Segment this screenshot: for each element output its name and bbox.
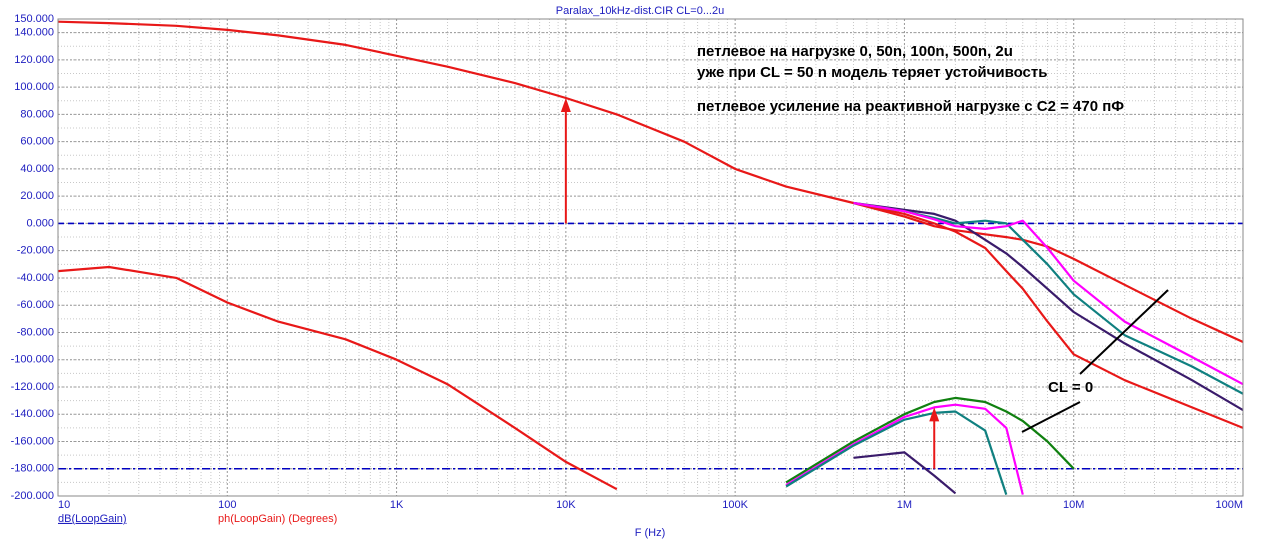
y-tick-label: -120.000 xyxy=(11,381,54,393)
series-line xyxy=(853,201,1243,412)
y-tick-label: -180.000 xyxy=(11,463,54,475)
y-tick-label: 120.000 xyxy=(14,54,54,66)
y-tick-label: 60.000 xyxy=(20,136,54,148)
y-tick-label: 40.000 xyxy=(20,163,54,175)
x-tick-label: 1M xyxy=(897,499,912,511)
y-tick-label: 20.000 xyxy=(20,190,54,202)
y-tick-label: -200.000 xyxy=(11,490,54,502)
series-line xyxy=(58,265,618,491)
callout-line xyxy=(1021,401,1081,433)
y-tick-label: 0.000 xyxy=(26,217,54,229)
y-tick-label: -40.000 xyxy=(17,272,54,284)
trace-label[interactable]: dB(LoopGain) xyxy=(58,513,127,525)
x-tick-label: 100K xyxy=(722,499,748,511)
series-line xyxy=(785,403,1024,495)
y-tick-label: 150.000 xyxy=(14,13,54,25)
plot-frame xyxy=(57,18,1244,497)
arrow-head xyxy=(560,98,571,113)
series-line xyxy=(853,451,957,495)
annotation: петлевое усиление на реактивной нагрузке… xyxy=(697,98,1124,115)
y-tick-label: -60.000 xyxy=(17,299,54,311)
y-tick-label: -160.000 xyxy=(11,435,54,447)
x-tick-label: 10K xyxy=(556,499,576,511)
y-tick-label: -100.000 xyxy=(11,354,54,366)
y-tick-label: 140.000 xyxy=(14,27,54,39)
annotation: уже при CL = 50 n модель теряет устойчив… xyxy=(697,64,1047,81)
y-tick-label: -80.000 xyxy=(17,326,54,338)
y-tick-label: 80.000 xyxy=(20,108,54,120)
x-axis-label: F (Hz) xyxy=(635,527,666,539)
callout-line xyxy=(1079,289,1169,375)
series-line xyxy=(58,20,1243,429)
y-tick-label: -140.000 xyxy=(11,408,54,420)
chart-title: Paralax_10kHz-dist.CIR CL=0...2u xyxy=(556,5,724,17)
x-tick-label: 1K xyxy=(390,499,404,511)
annotation: CL = 0 xyxy=(1048,379,1093,396)
y-tick-label: 100.000 xyxy=(14,81,54,93)
trace-label[interactable]: ph(LoopGain) (Degrees) xyxy=(218,513,337,525)
x-tick-label: 100 xyxy=(218,499,236,511)
arrow-head xyxy=(929,407,940,422)
x-tick-label: 100M xyxy=(1215,499,1243,511)
x-tick-label: 10 xyxy=(58,499,70,511)
series-line xyxy=(853,201,1243,386)
y-tick-label: -20.000 xyxy=(17,245,54,257)
series-line xyxy=(785,396,1075,484)
series-line xyxy=(853,201,1243,344)
annotation: петлевое на нагрузке 0, 50n, 100n, 500n,… xyxy=(697,43,1013,60)
x-tick-label: 10M xyxy=(1063,499,1084,511)
